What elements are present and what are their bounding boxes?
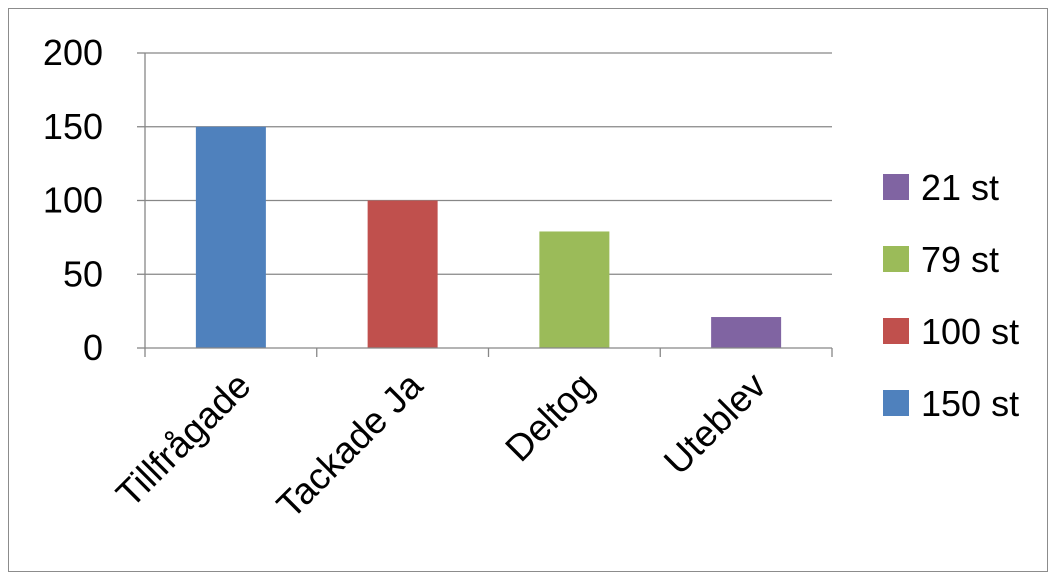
bar-uteblev	[711, 317, 782, 348]
legend-label: 79 st	[921, 239, 999, 280]
y-tick-label: 150	[43, 106, 103, 147]
bar-deltog	[539, 231, 610, 348]
x-category-label: Deltog	[497, 365, 602, 470]
bar-tillfrågade	[195, 126, 266, 348]
legend-swatch	[883, 318, 909, 344]
y-tick-labels: 0 50 100 150 200	[43, 32, 103, 368]
axes	[137, 52, 833, 357]
chart-frame	[8, 8, 1048, 572]
y-tick-label: 50	[63, 253, 103, 294]
y-tick-label: 0	[83, 327, 103, 368]
x-category-label: Tackade Ja	[269, 364, 431, 526]
x-category-label: Tillfrågade	[108, 365, 258, 515]
legend-swatch	[883, 174, 909, 200]
y-tick-label: 100	[43, 180, 103, 221]
x-category-labels: Tillfrågade Tackade Ja Deltog Uteblev	[108, 364, 774, 526]
bars	[195, 126, 782, 348]
legend-label: 150 st	[921, 383, 1019, 424]
legend: 21 st 79 st 100 st 150 st	[883, 167, 1019, 424]
legend-label: 100 st	[921, 311, 1019, 352]
legend-label: 21 st	[921, 167, 999, 208]
legend-swatch	[883, 390, 909, 416]
legend-swatch	[883, 246, 909, 272]
x-category-label: Uteblev	[656, 364, 774, 482]
bar-tackade-ja	[367, 200, 438, 348]
y-tick-label: 200	[43, 32, 103, 73]
